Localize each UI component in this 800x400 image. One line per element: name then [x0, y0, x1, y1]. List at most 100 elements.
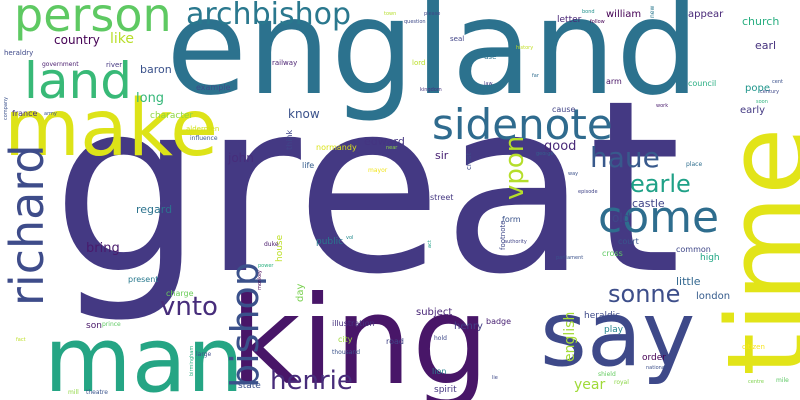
cloud-word: lion	[432, 367, 447, 376]
cloud-word: power	[258, 263, 274, 269]
cloud-word: vpon	[500, 135, 530, 200]
cloud-word: parliament	[556, 255, 584, 261]
cloud-word: heraldic	[584, 311, 621, 321]
cloud-word: centre	[748, 379, 764, 385]
cloud-word: century	[760, 89, 780, 95]
cloud-word: question	[404, 19, 426, 25]
cloud-word: france	[12, 109, 38, 118]
cloud-word: aldermen	[186, 125, 220, 133]
cloud-word: king	[230, 270, 490, 400]
cloud-word: sir	[435, 149, 449, 162]
cloud-word: order	[642, 353, 666, 363]
cloud-word: please	[424, 11, 441, 17]
cloud-word: appear	[688, 9, 724, 20]
cloud-word: arm	[606, 77, 622, 86]
cloud-word: life	[302, 161, 315, 170]
cloud-word: prince	[102, 321, 121, 328]
cloud-word: church	[742, 15, 780, 28]
cloud-word: henrie	[270, 366, 353, 396]
cloud-word: council	[688, 79, 717, 88]
cloud-word: way	[568, 171, 579, 177]
cloud-word: man	[44, 308, 244, 400]
cloud-word: pope	[745, 83, 770, 94]
cloud-word: thousand	[332, 349, 361, 356]
cloud-word: authority	[504, 239, 527, 245]
cloud-word: influence	[190, 135, 218, 142]
cloud-word: hold	[434, 335, 447, 342]
cloud-word: shield	[598, 371, 616, 378]
cloud-word: vol	[346, 235, 354, 241]
cloud-word: form	[502, 215, 521, 224]
cloud-word: law	[484, 81, 493, 87]
cloud-word: state	[238, 381, 261, 391]
cloud-word: mile	[776, 377, 789, 384]
cloud-word: act	[427, 240, 433, 248]
cloud-word: bring	[86, 241, 120, 256]
cloud-word: character	[150, 111, 194, 121]
cloud-word: monkey	[257, 270, 263, 290]
cloud-word: lord	[412, 59, 426, 67]
cloud-word: richard	[0, 144, 54, 306]
cloud-word: earl	[755, 39, 777, 52]
cloud-word: lie	[492, 375, 498, 381]
cloud-word: long	[136, 91, 165, 106]
cloud-word: kingdom	[420, 87, 442, 93]
cloud-word: william	[606, 9, 642, 20]
cloud-word: sonne	[608, 280, 681, 308]
cloud-word: charge	[166, 289, 194, 298]
cloud-word: fact	[16, 337, 26, 343]
cloud-word: know	[288, 107, 320, 121]
cloud-word: place	[686, 161, 703, 168]
cloud-word: road	[386, 337, 404, 346]
cloud-word: company	[3, 96, 9, 120]
cloud-word: baron	[140, 63, 172, 76]
cloud-word: town	[384, 11, 397, 17]
cloud-word: think	[285, 129, 294, 150]
cloud-word: present	[128, 275, 159, 284]
cloud-word: government	[42, 61, 79, 68]
cloud-word: cent	[772, 79, 783, 85]
cloud-word: country	[54, 33, 100, 47]
cloud-word: illustration	[332, 319, 375, 328]
cloud-word: english	[562, 311, 578, 362]
cloud-word: come	[598, 192, 720, 243]
cloud-word: birmingham	[189, 345, 195, 376]
cloud-word: spirit	[434, 385, 457, 395]
cloud-word: john	[228, 151, 254, 165]
cloud-word: little	[676, 275, 701, 288]
cloud-word: earle	[630, 170, 691, 198]
cloud-word: soon	[756, 99, 768, 105]
cloud-word: seal	[450, 35, 465, 43]
cloud-word: example	[196, 83, 231, 92]
cloud-word: normandy	[316, 143, 357, 152]
cloud-word: edward	[364, 135, 405, 148]
cloud-word: badge	[486, 317, 512, 326]
cloud-word: city	[338, 335, 353, 344]
cloud-word: letter	[557, 15, 582, 25]
cloud-word: work	[656, 103, 669, 109]
cloud-word: footnote	[499, 220, 507, 250]
cloud-word: vnto	[160, 292, 218, 322]
cloud-word: like	[110, 31, 135, 47]
cloud-word: england	[166, 0, 700, 125]
cloud-word: great	[52, 50, 682, 327]
cloud-word: old	[612, 211, 631, 225]
cloud-word: national	[646, 365, 667, 371]
cloud-word: citizen	[742, 343, 765, 351]
cloud-word: railway	[272, 59, 298, 67]
cloud-word: follow	[590, 19, 605, 25]
cloud-word: public	[316, 237, 344, 247]
cloud-word: george	[536, 151, 554, 157]
cloud-word: common	[676, 245, 711, 254]
cloud-word: subject	[416, 307, 453, 318]
cloud-word: land	[24, 52, 132, 110]
cloud-word: henry	[454, 321, 483, 332]
cloud-word: archbishop	[186, 0, 351, 32]
cloud-word: london	[696, 291, 731, 302]
cloud-word: early	[740, 105, 766, 116]
cloud-word: mayor	[368, 167, 388, 174]
cloud-word: episode	[578, 189, 598, 195]
cloud-word: duke	[264, 241, 279, 248]
cloud-word: court	[618, 237, 639, 246]
